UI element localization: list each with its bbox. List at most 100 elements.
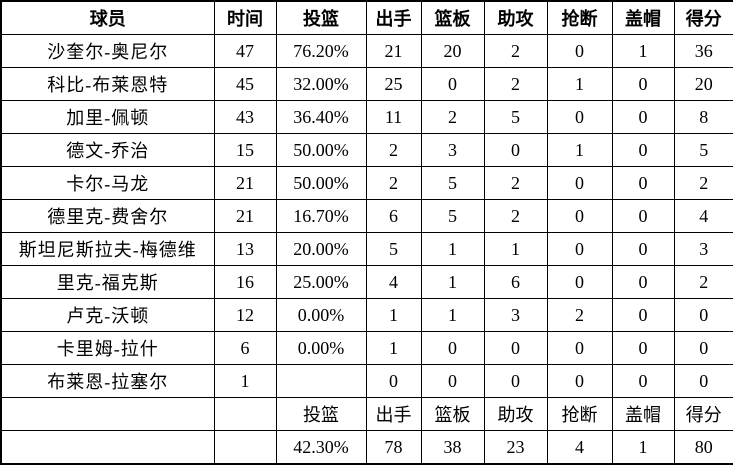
player-name-cell: 斯坦尼斯拉夫-梅德维 bbox=[0, 232, 215, 266]
stat-cell: 1 bbox=[365, 298, 422, 332]
total-assists: 23 bbox=[483, 430, 548, 465]
stat-cell: 0 bbox=[546, 331, 613, 365]
footer-label-blocks: 盖帽 bbox=[611, 397, 675, 431]
empty-cell bbox=[213, 430, 277, 465]
footer-label-points: 得分 bbox=[673, 397, 733, 431]
stat-cell: 8 bbox=[673, 100, 733, 134]
footer-label-steals: 抢断 bbox=[546, 397, 613, 431]
column-header-minutes: 时间 bbox=[213, 0, 277, 35]
stat-cell: 0 bbox=[546, 100, 613, 134]
table-row: 沙奎尔-奥尼尔 47 76.20% 21 20 2 0 1 36 bbox=[0, 34, 733, 68]
player-name-cell: 德文-乔治 bbox=[0, 133, 215, 167]
stat-cell: 0.00% bbox=[275, 331, 367, 365]
stat-cell: 1 bbox=[483, 232, 548, 266]
empty-cell bbox=[0, 397, 215, 431]
table-row: 加里-佩顿 43 36.40% 11 2 5 0 0 8 bbox=[0, 100, 733, 134]
table-row: 卡里姆-拉什 6 0.00% 1 0 0 0 0 0 bbox=[0, 331, 733, 365]
stat-cell: 0 bbox=[611, 232, 675, 266]
column-header-attempts: 出手 bbox=[365, 0, 422, 35]
stat-cell: 0 bbox=[611, 100, 675, 134]
stat-cell: 0 bbox=[483, 331, 548, 365]
stat-cell: 0 bbox=[420, 364, 485, 398]
player-name-cell: 卡尔-马龙 bbox=[0, 166, 215, 200]
footer-label-rebounds: 篮板 bbox=[420, 397, 485, 431]
stat-cell: 3 bbox=[483, 298, 548, 332]
table-row: 德里克-费舍尔 21 16.70% 6 5 2 0 0 4 bbox=[0, 199, 733, 233]
stat-cell: 1 bbox=[365, 331, 422, 365]
stat-cell: 0 bbox=[546, 364, 613, 398]
stat-cell: 2 bbox=[420, 100, 485, 134]
footer-label-attempts: 出手 bbox=[365, 397, 422, 431]
column-header-fg-pct: 投篮 bbox=[275, 0, 367, 35]
stat-cell: 1 bbox=[420, 232, 485, 266]
table-row: 科比-布莱恩特 45 32.00% 25 0 2 1 0 20 bbox=[0, 67, 733, 101]
stat-cell: 50.00% bbox=[275, 166, 367, 200]
stat-cell: 13 bbox=[213, 232, 277, 266]
stat-cell: 20 bbox=[673, 67, 733, 101]
stat-cell: 0 bbox=[483, 133, 548, 167]
stat-cell: 0 bbox=[420, 331, 485, 365]
player-name-cell: 科比-布莱恩特 bbox=[0, 67, 215, 101]
stat-cell: 5 bbox=[673, 133, 733, 167]
stat-cell: 5 bbox=[365, 232, 422, 266]
table-row: 里克-福克斯 16 25.00% 4 1 6 0 0 2 bbox=[0, 265, 733, 299]
stat-cell: 0 bbox=[611, 166, 675, 200]
stat-cell: 20 bbox=[420, 34, 485, 68]
stat-cell: 36 bbox=[673, 34, 733, 68]
player-name-cell: 加里-佩顿 bbox=[0, 100, 215, 134]
stat-cell: 0 bbox=[611, 265, 675, 299]
table-header-row: 球员 时间 投篮 出手 篮板 助攻 抢断 盖帽 得分 bbox=[0, 0, 733, 35]
stat-cell: 0 bbox=[546, 265, 613, 299]
totals-row: 42.30% 78 38 23 4 1 80 bbox=[0, 430, 733, 465]
footer-label-fg-pct: 投篮 bbox=[275, 397, 367, 431]
stat-cell: 2 bbox=[365, 133, 422, 167]
total-points: 80 bbox=[673, 430, 733, 465]
player-name-cell: 里克-福克斯 bbox=[0, 265, 215, 299]
stat-cell: 50.00% bbox=[275, 133, 367, 167]
stat-cell: 5 bbox=[420, 199, 485, 233]
column-header-player: 球员 bbox=[0, 0, 215, 35]
stat-cell: 16 bbox=[213, 265, 277, 299]
stat-cell: 3 bbox=[673, 232, 733, 266]
table-row: 德文-乔治 15 50.00% 2 3 0 1 0 5 bbox=[0, 133, 733, 167]
stat-cell: 3 bbox=[420, 133, 485, 167]
player-name-cell: 德里克-费舍尔 bbox=[0, 199, 215, 233]
player-name-cell: 卡里姆-拉什 bbox=[0, 331, 215, 365]
stat-cell: 32.00% bbox=[275, 67, 367, 101]
stat-cell: 5 bbox=[483, 100, 548, 134]
stat-cell: 6 bbox=[483, 265, 548, 299]
stat-cell: 2 bbox=[483, 166, 548, 200]
stat-cell: 12 bbox=[213, 298, 277, 332]
table-row: 卡尔-马龙 21 50.00% 2 5 2 0 0 2 bbox=[0, 166, 733, 200]
player-name-cell: 卢克-沃顿 bbox=[0, 298, 215, 332]
stat-cell: 0 bbox=[611, 364, 675, 398]
stat-cell: 0 bbox=[673, 298, 733, 332]
footer-label-assists: 助攻 bbox=[483, 397, 548, 431]
stat-cell: 45 bbox=[213, 67, 277, 101]
stat-cell: 1 bbox=[546, 133, 613, 167]
stat-cell: 16.70% bbox=[275, 199, 367, 233]
column-header-rebounds: 篮板 bbox=[420, 0, 485, 35]
player-name-cell: 沙奎尔-奥尼尔 bbox=[0, 34, 215, 68]
stat-cell: 0 bbox=[673, 331, 733, 365]
stat-cell: 6 bbox=[365, 199, 422, 233]
table-row: 卢克-沃顿 12 0.00% 1 1 3 2 0 0 bbox=[0, 298, 733, 332]
column-header-blocks: 盖帽 bbox=[611, 0, 675, 35]
stat-cell: 0 bbox=[546, 166, 613, 200]
table-row: 斯坦尼斯拉夫-梅德维 13 20.00% 5 1 1 0 0 3 bbox=[0, 232, 733, 266]
stat-cell: 0 bbox=[611, 133, 675, 167]
stat-cell: 0 bbox=[611, 298, 675, 332]
total-steals: 4 bbox=[546, 430, 613, 465]
stat-cell: 2 bbox=[546, 298, 613, 332]
empty-cell bbox=[213, 397, 277, 431]
total-blocks: 1 bbox=[611, 430, 675, 465]
column-header-steals: 抢断 bbox=[546, 0, 613, 35]
stat-cell: 0 bbox=[611, 331, 675, 365]
column-header-points: 得分 bbox=[673, 0, 733, 35]
stat-cell: 21 bbox=[365, 34, 422, 68]
stat-cell: 0 bbox=[483, 364, 548, 398]
stat-cell: 1 bbox=[420, 265, 485, 299]
stat-cell: 15 bbox=[213, 133, 277, 167]
player-name-cell: 布莱恩-拉塞尔 bbox=[0, 364, 215, 398]
stat-cell: 0 bbox=[611, 67, 675, 101]
